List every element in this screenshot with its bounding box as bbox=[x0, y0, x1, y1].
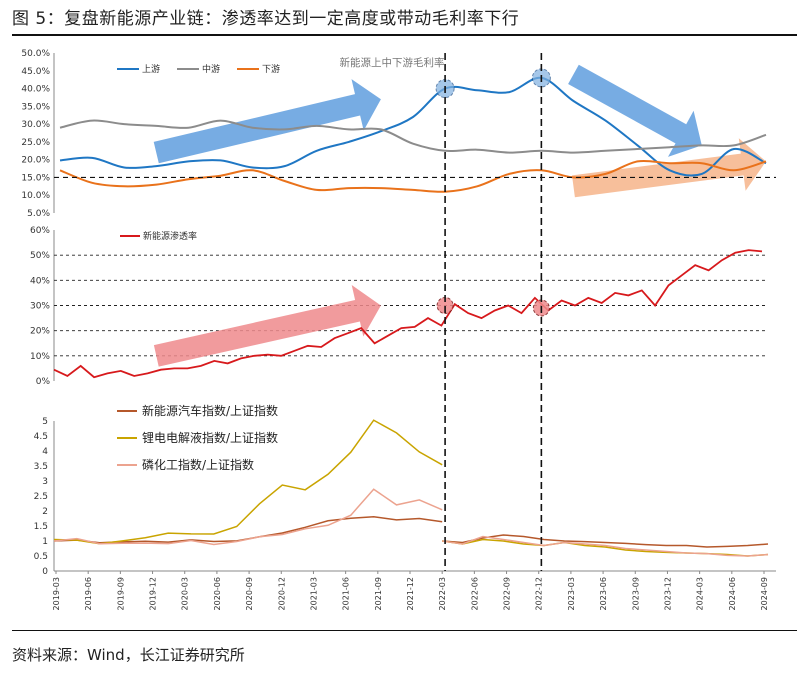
panel1-series-line bbox=[59, 76, 767, 177]
panel1-y-tick-label: 25.0% bbox=[21, 138, 50, 148]
panel3-series-line bbox=[442, 534, 769, 548]
panel3-y-tick-label: 5 bbox=[42, 417, 48, 427]
panel3-x-tick-label: 2019-12 bbox=[149, 577, 158, 610]
panel3-legend-label: 磷化工指数/上证指数 bbox=[142, 457, 254, 472]
panel1-legend-label: 中游 bbox=[202, 63, 220, 75]
panel3-y-tick-label: 0.5 bbox=[34, 552, 48, 562]
panel1-series-line bbox=[59, 119, 767, 154]
panel3-x-tick-label: 2023-09 bbox=[631, 577, 640, 610]
panel1-y-tick-label: 15.0% bbox=[21, 173, 50, 183]
panel1-trend-arrow bbox=[568, 64, 702, 157]
panel1-trend-arrow bbox=[572, 138, 766, 198]
panel3-x-tick-label: 2019-09 bbox=[116, 577, 125, 610]
panel1-legend-label: 下游 bbox=[262, 63, 280, 75]
panel3-y-tick-label: 3 bbox=[42, 477, 48, 487]
panel1-trend-arrow bbox=[153, 79, 381, 164]
panel3-y-tick-label: 1.5 bbox=[34, 522, 48, 532]
panel2-y-tick-label: 0% bbox=[36, 377, 51, 387]
panel2-y-tick-label: 60% bbox=[30, 226, 50, 236]
panel3-series-line bbox=[53, 488, 443, 546]
panel1-y-tick-label: 50.0% bbox=[21, 49, 50, 59]
panel2-y-tick-label: 20% bbox=[30, 327, 50, 337]
panel2-y-tick-label: 40% bbox=[30, 276, 50, 286]
panel3-x-tick-label: 2023-06 bbox=[599, 577, 608, 610]
panel3-x-tick-label: 2020-06 bbox=[213, 577, 222, 610]
panel3-x-tick-label: 2021-03 bbox=[309, 577, 318, 610]
panel3-x-tick-label: 2021-06 bbox=[342, 577, 351, 610]
panel3-y-tick-label: 0 bbox=[42, 567, 48, 577]
panel1-y-tick-label: 30.0% bbox=[21, 120, 50, 130]
panel3-x-tick-label: 2020-09 bbox=[245, 577, 254, 610]
panel1-y-tick-label: 5.0% bbox=[27, 209, 50, 219]
source-rule bbox=[12, 630, 797, 631]
panel1-title: 新能源上中下游毛利率 bbox=[340, 56, 445, 69]
panel1-y-tick-label: 20.0% bbox=[21, 156, 50, 166]
figure-title: 图 5：复盘新能源产业链：渗透率达到一定高度或带动毛利率下行 bbox=[12, 9, 520, 29]
panel3-x-tick-label: 2022-09 bbox=[503, 577, 512, 610]
panel1-series-line bbox=[59, 159, 767, 193]
panel3-y-tick-label: 3.5 bbox=[34, 462, 48, 472]
panel3-x-tick-label: 2019-06 bbox=[84, 577, 93, 610]
figure-source: 资料来源：Wind，长江证券研究所 bbox=[12, 646, 245, 664]
panel3-x-tick-label: 2024-06 bbox=[728, 577, 737, 610]
panel3-series-line bbox=[53, 419, 443, 545]
panel3-x-tick-label: 2023-03 bbox=[567, 577, 576, 610]
panel2-y-tick-label: 10% bbox=[30, 352, 50, 362]
panel3-y-tick-label: 2 bbox=[42, 507, 48, 517]
panel3-x-tick-label: 2021-09 bbox=[374, 577, 383, 610]
panel2-legend-label: 新能源渗透率 bbox=[143, 230, 197, 242]
panel2-series-line bbox=[53, 249, 763, 379]
panel3-x-tick-label: 2022-03 bbox=[438, 577, 447, 610]
panel3-y-tick-label: 2.5 bbox=[34, 492, 48, 502]
panel3-x-tick-label: 2020-12 bbox=[277, 577, 286, 610]
panel3-y-tick-label: 4.5 bbox=[34, 432, 48, 442]
panel2-trend-arrow bbox=[153, 285, 381, 367]
panel3-x-tick-label: 2021-12 bbox=[406, 577, 415, 610]
panel3-legend-label: 锂电电解液指数/上证指数 bbox=[142, 430, 278, 445]
panel2-y-tick-label: 50% bbox=[30, 251, 50, 261]
panel3-legend-label: 新能源汽车指数/上证指数 bbox=[142, 403, 278, 418]
panel3-series-line bbox=[442, 535, 769, 557]
panel1-y-tick-label: 35.0% bbox=[21, 102, 50, 112]
panel1-legend-label: 上游 bbox=[142, 63, 160, 75]
panel3-x-tick-label: 2019-03 bbox=[52, 577, 61, 610]
panel3-x-tick-label: 2022-12 bbox=[535, 577, 544, 610]
panel1-y-tick-label: 40.0% bbox=[21, 85, 50, 95]
panel3-x-tick-label: 2023-12 bbox=[663, 577, 672, 610]
chart-canvas: 5.0% 10.0% 15.0% 20.0% 25.0% 30.0% 35.0% 40.0% 4… bbox=[21, 49, 776, 610]
panel2-y-tick-label: 30% bbox=[30, 302, 50, 312]
panel3-x-tick-label: 2024-03 bbox=[696, 577, 705, 610]
panel3-x-tick-label: 2024-09 bbox=[760, 577, 769, 610]
panel3-x-tick-label: 2022-06 bbox=[470, 577, 479, 610]
panel3-y-tick-label: 4 bbox=[42, 447, 48, 457]
panel3-x-tick-label: 2020-03 bbox=[181, 577, 190, 610]
panel1-y-tick-label: 10.0% bbox=[21, 191, 50, 201]
panel3-y-tick-label: 1 bbox=[42, 537, 48, 547]
title-rule bbox=[12, 34, 797, 36]
panel1-y-tick-label: 45.0% bbox=[21, 67, 50, 77]
